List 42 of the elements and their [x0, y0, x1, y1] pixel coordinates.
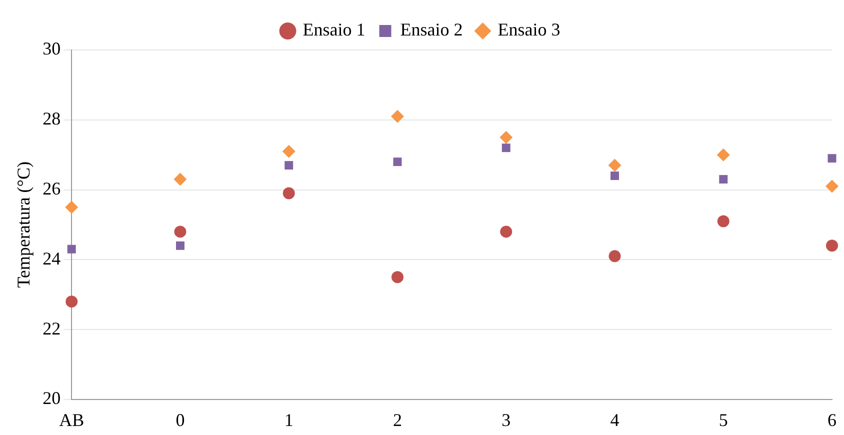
- point: [66, 296, 78, 308]
- point: [716, 148, 730, 162]
- point: [393, 158, 402, 166]
- y-tick-label: 20: [42, 388, 61, 408]
- point: [176, 241, 184, 250]
- point: [500, 226, 512, 238]
- point: [282, 144, 296, 158]
- y-tick-label: 28: [42, 108, 61, 129]
- point: [608, 250, 621, 262]
- point: [828, 154, 836, 163]
- y-tick-label: 24: [42, 248, 61, 268]
- point: [390, 110, 404, 123]
- point: [608, 158, 622, 172]
- x-tick-label: 2: [392, 410, 402, 430]
- x-tick-label: 1: [284, 410, 294, 430]
- point: [174, 172, 187, 186]
- point: [717, 215, 730, 228]
- y-tick-label: 30: [42, 38, 61, 59]
- x-tick-label: 0: [176, 410, 185, 430]
- x-tick-label: 4: [610, 410, 620, 430]
- legend-label: Ensaio 2: [400, 20, 463, 40]
- y-tick-label: 26: [42, 178, 61, 198]
- point: [610, 172, 619, 180]
- x-tick-label: 5: [718, 410, 728, 430]
- point: [719, 175, 728, 184]
- point: [826, 240, 838, 252]
- point: [282, 187, 295, 200]
- point: [826, 180, 838, 193]
- point: [391, 271, 404, 284]
- x-tick-label: AB: [59, 410, 84, 430]
- point: [174, 226, 186, 238]
- y-axis-title: Temperatura (°C): [14, 162, 34, 288]
- point: [284, 161, 294, 170]
- legend-label: Ensaio 1: [302, 20, 366, 40]
- point: [500, 130, 513, 144]
- x-tick-label: 3: [502, 410, 511, 430]
- point: [502, 144, 510, 152]
- point: [65, 200, 78, 214]
- legend-label: Ensaio 3: [498, 20, 560, 40]
- x-tick-label: 6: [828, 410, 836, 430]
- y-tick-label: 22: [42, 318, 61, 338]
- point: [67, 244, 76, 254]
